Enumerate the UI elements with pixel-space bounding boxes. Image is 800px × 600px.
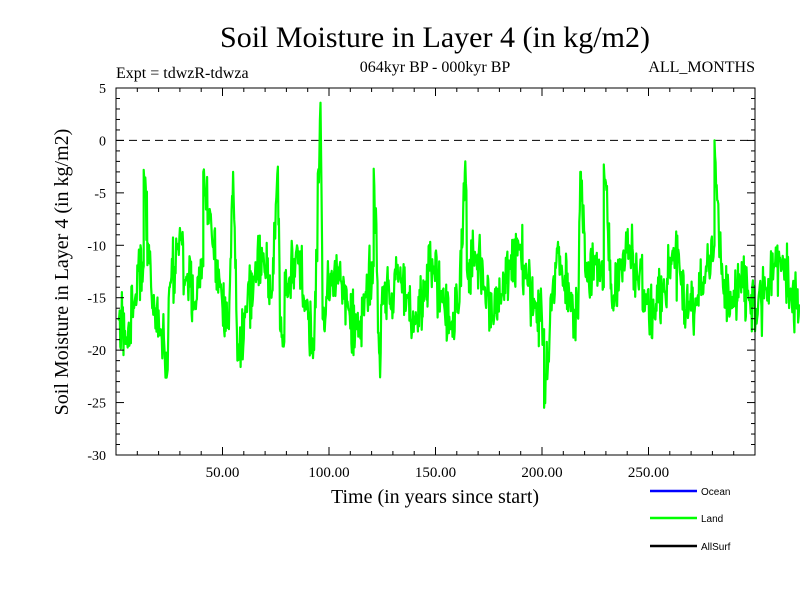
- chart-subtitle-right: ALL_MONTHS: [648, 59, 755, 76]
- chart-subtitle-center: 064kyr BP - 000kyr BP: [360, 59, 511, 76]
- chart-title: Soil Moisture in Layer 4 (in kg/m2): [220, 21, 650, 54]
- land-series-line: [117, 101, 800, 409]
- x-tick-label: 50.00: [206, 465, 240, 481]
- axes-layer: 5 0 -5 -10 -15 -20 -25 -30 50.00 100.00 150.00 200.…: [87, 82, 756, 481]
- y-axis-label: Soil Moisture in Layer 4 (in kg/m2): [51, 129, 73, 416]
- legend-label-ocean: Ocean: [701, 487, 730, 498]
- y-tick-label: -10: [87, 239, 106, 254]
- series-layer: [117, 101, 800, 409]
- x-tick-label: 150.00: [415, 465, 456, 481]
- x-tick-label: 200.00: [521, 465, 562, 481]
- y-tick-label: 0: [99, 134, 106, 149]
- chart-subtitle-left: Expt = tdwzR-tdwza: [116, 65, 249, 82]
- legend-label-land: Land: [701, 514, 723, 525]
- y-tick-label: 5: [99, 82, 106, 97]
- y-tick-label: -15: [87, 292, 106, 307]
- y-tick-label: -25: [87, 397, 106, 412]
- y-tick-label: -30: [87, 449, 106, 464]
- x-axis-label: Time (in years since start): [331, 486, 539, 508]
- x-tick-label: 250.00: [628, 465, 669, 481]
- y-tick-label: -20: [87, 344, 106, 359]
- y-tick-label: -5: [94, 187, 106, 202]
- legend: Ocean Land AllSurf: [650, 487, 731, 553]
- legend-label-allsurf: AllSurf: [701, 542, 731, 553]
- x-tick-label: 100.00: [308, 465, 349, 481]
